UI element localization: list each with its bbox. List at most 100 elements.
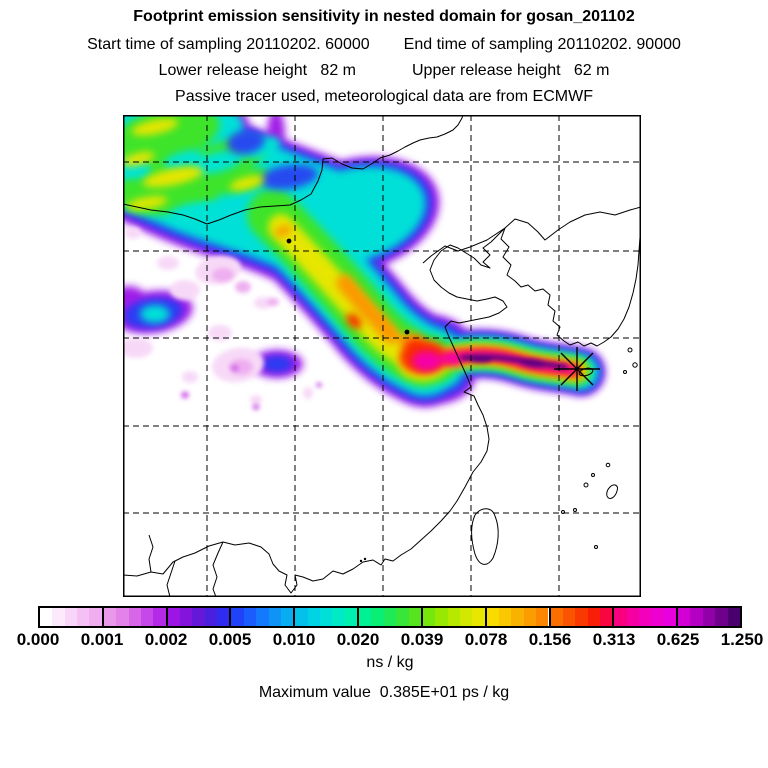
- colorbar-tick: 0.002: [144, 630, 188, 649]
- colorbar-cell: [486, 608, 500, 626]
- colorbar-cell: [179, 608, 193, 626]
- coastlines: [123, 115, 641, 597]
- colorbar-cell: [702, 608, 716, 626]
- map-border: [123, 115, 641, 597]
- latlon-grid: [123, 115, 641, 597]
- gosan-station-marker-icon: [554, 347, 600, 391]
- colorbar-cell: [626, 608, 640, 626]
- colorbar-block: [612, 608, 677, 626]
- colorbar-cell: [678, 608, 691, 626]
- colorbar-cell: [663, 608, 677, 626]
- colorbar-cell: [103, 608, 117, 626]
- colorbar-unit: ns / kg: [366, 654, 414, 671]
- colorbar-tick: 1.250: [720, 630, 764, 649]
- colorbar-cell: [52, 608, 65, 626]
- colorbar-cell: [383, 608, 397, 626]
- colorbar-cell: [550, 608, 563, 626]
- colorbar-block: [229, 608, 294, 626]
- colorbar-block: [101, 608, 166, 626]
- colorbar-cell: [268, 608, 281, 626]
- colorbar-cell: [562, 608, 576, 626]
- colorbar-cell: [511, 608, 524, 626]
- colorbar-cell: [256, 608, 269, 626]
- colorbar-cell: [715, 608, 728, 626]
- colorbar-cell: [280, 608, 294, 626]
- colorbar-block: [420, 608, 485, 626]
- colorbar-cell: [447, 608, 460, 626]
- colorbar-cell: [651, 608, 664, 626]
- lower-release-text: Lower release height 82 m: [158, 62, 356, 79]
- colorbar-cell: [204, 608, 218, 626]
- colorbar-tick: 0.625: [656, 630, 700, 649]
- colorbar-block: [165, 608, 230, 626]
- colorbar-cell: [40, 608, 53, 626]
- max-value-line: Maximum value 0.385E+01 ps / kg: [258, 684, 510, 701]
- colorbar-cell: [243, 608, 257, 626]
- colorbar-cell: [89, 608, 102, 626]
- colorbar-block: [484, 608, 549, 626]
- colorbar-cell: [319, 608, 333, 626]
- colorbar-cell: [359, 608, 372, 626]
- colorbar-cell: [599, 608, 613, 626]
- plume-layer: [123, 115, 605, 410]
- colorbar-block: [293, 608, 358, 626]
- map-panel: [123, 115, 641, 597]
- colorbar-tick: 0.313: [592, 630, 636, 649]
- colorbar-block: [676, 608, 740, 626]
- colorbar-block: [548, 608, 613, 626]
- colorbar-tick: 0.000: [16, 630, 60, 649]
- colorbar-cell: [344, 608, 358, 626]
- colorbar-cell: [231, 608, 244, 626]
- plot-title: Footprint emission sensitivity in nested…: [133, 8, 635, 25]
- colorbar-cell: [217, 608, 230, 626]
- colorbar-cell: [690, 608, 703, 626]
- tracer-line: Passive tracer used, meteorological data…: [0, 88, 768, 106]
- colorbar-cell: [587, 608, 600, 626]
- colorbar-tick: 0.020: [336, 630, 380, 649]
- colorbar-cell: [536, 608, 549, 626]
- colorbar-tick: 0.078: [464, 630, 508, 649]
- map-canvas: [123, 115, 641, 597]
- colorbar-cell: [472, 608, 485, 626]
- colorbar-cell: [116, 608, 129, 626]
- colorbar-cell: [307, 608, 320, 626]
- colorbar-tick: 0.005: [208, 630, 252, 649]
- colorbar-cell: [422, 608, 436, 626]
- colorbar-cell: [167, 608, 180, 626]
- colorbar-cell: [614, 608, 627, 626]
- colorbar-tick-labels: 0.000 0.001 0.002 0.005 0.010 0.020 0.039 0.078…: [0, 630, 768, 649]
- colorbar-cell: [77, 608, 90, 626]
- colorbar-cell: [727, 608, 740, 626]
- colorbar-tick: 0.010: [272, 630, 316, 649]
- colorbar-cell: [575, 608, 588, 626]
- colorbar: [38, 606, 742, 628]
- colorbar-cell: [408, 608, 421, 626]
- colorbar-cell: [192, 608, 205, 626]
- end-time-text: End time of sampling 20110202. 90000: [403, 36, 681, 53]
- colorbar-cell: [332, 608, 345, 626]
- colorbar-cell: [435, 608, 448, 626]
- tracer-text: Passive tracer used, meteorological data…: [175, 88, 593, 105]
- upper-release-text: Upper release height 62 m: [412, 62, 610, 79]
- colorbar-cell: [459, 608, 473, 626]
- colorbar-cell: [523, 608, 537, 626]
- colorbar-tick: 0.156: [528, 630, 572, 649]
- colorbar-cell: [128, 608, 141, 626]
- city-dots: [286, 238, 410, 563]
- colorbar-cell: [140, 608, 154, 626]
- colorbar-block: [357, 608, 421, 626]
- colorbar-cell: [639, 608, 652, 626]
- colorbar-tick: 0.001: [80, 630, 124, 649]
- colorbar-block: [40, 608, 102, 626]
- colorbar-cell: [64, 608, 78, 626]
- colorbar-cell: [153, 608, 166, 626]
- sampling-time-line: Start time of sampling 20110202. 60000 E…: [0, 36, 768, 54]
- colorbar-tick: 0.039: [400, 630, 444, 649]
- release-height-line: Lower release height 82 m Upper release …: [0, 62, 768, 80]
- colorbar-cell: [499, 608, 512, 626]
- colorbar-cell: [371, 608, 384, 626]
- colorbar-cell: [396, 608, 409, 626]
- colorbar-cell: [295, 608, 308, 626]
- start-time-text: Start time of sampling 20110202. 60000: [87, 36, 370, 53]
